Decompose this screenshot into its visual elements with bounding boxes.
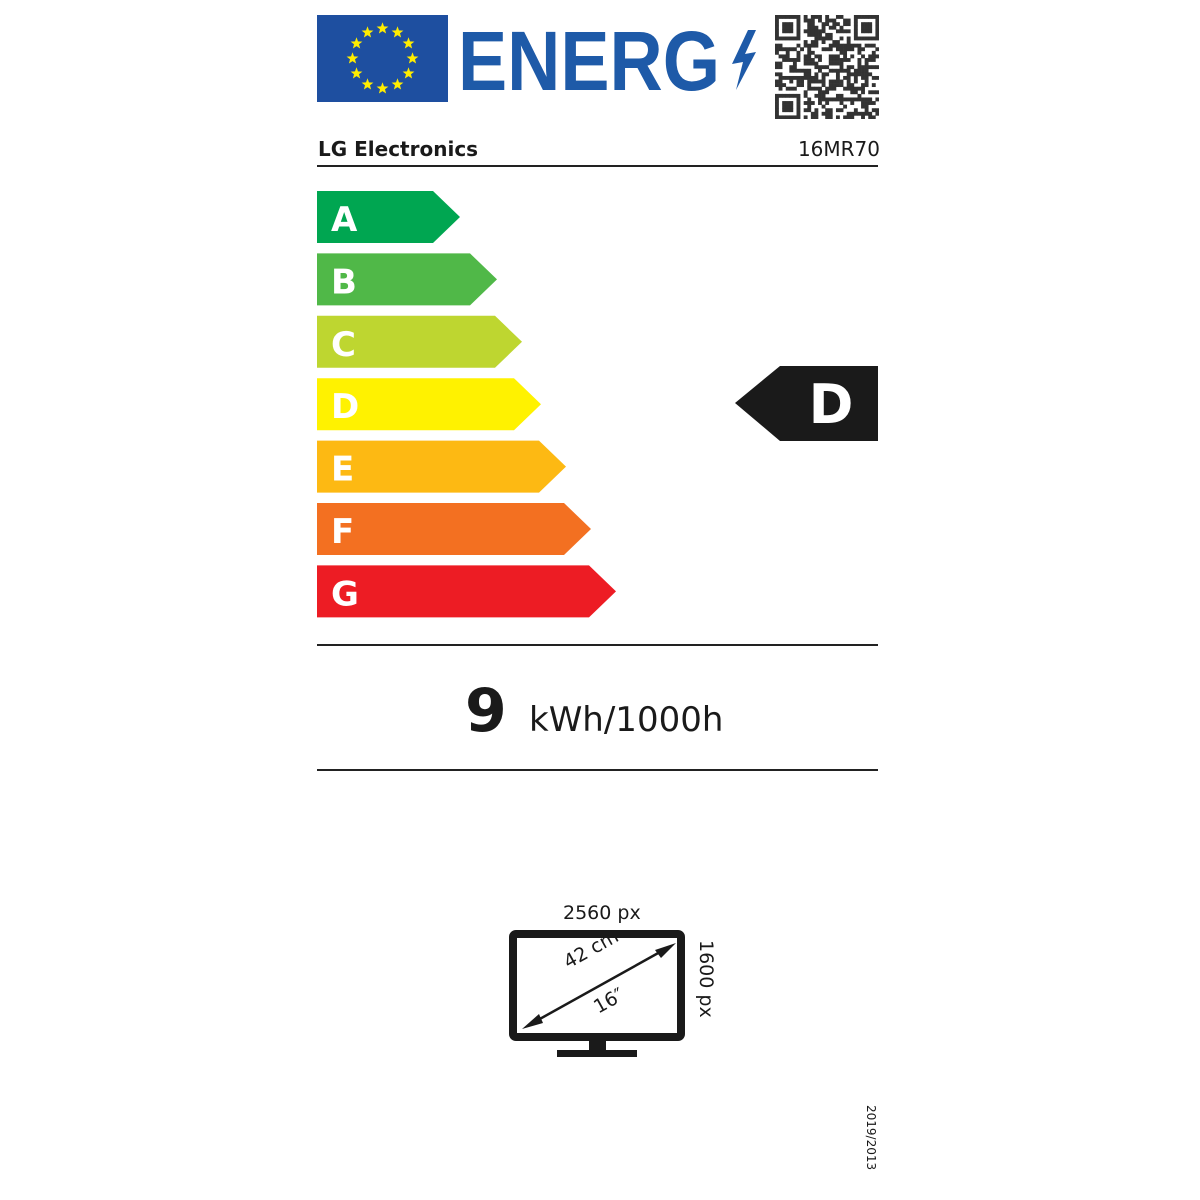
screen-height-px: 1600 px	[695, 940, 717, 1018]
consumption-value: 9	[465, 676, 507, 746]
energy-class-D: D	[317, 378, 541, 431]
energy-class-letter: A	[331, 200, 358, 240]
energy-class-A: A	[317, 191, 460, 243]
star-icon	[376, 82, 389, 94]
energy-class-bar	[317, 191, 460, 243]
rating-indicator: D	[735, 366, 878, 441]
star-icon	[361, 78, 374, 90]
energy-class-letter: B	[331, 262, 357, 302]
energy-class-C: C	[317, 315, 522, 368]
monitor-icon	[509, 930, 685, 1057]
energy-class-letter: D	[331, 387, 359, 427]
energy-class-letter: E	[331, 450, 354, 490]
star-icon	[402, 67, 415, 79]
star-icon	[350, 37, 363, 49]
energy-class-bar	[317, 440, 566, 493]
star-icon	[376, 22, 389, 34]
eu-flag-logo	[317, 15, 448, 102]
energy-class-E: E	[317, 440, 566, 493]
star-icon	[391, 26, 404, 38]
divider	[317, 769, 878, 771]
star-icon	[361, 26, 374, 38]
screen-width-px: 2560 px	[563, 902, 641, 924]
divider	[317, 644, 878, 646]
regulation-number: 2019/2013	[864, 1105, 878, 1171]
supplier-name: LG Electronics	[318, 137, 479, 161]
energy-class-letter: F	[331, 512, 354, 552]
energy-class-bar	[317, 315, 522, 368]
lightning-icon	[732, 30, 756, 90]
energy-class-letter: C	[331, 325, 356, 365]
arrow-head-icon	[522, 1014, 543, 1029]
energy-class-F: F	[317, 503, 591, 555]
energy-class-bar	[317, 253, 497, 306]
star-icon	[346, 52, 359, 64]
star-icon	[350, 67, 363, 79]
arrow-head-icon	[655, 943, 676, 958]
energy-logo-text: ENERG	[458, 20, 720, 100]
energy-class-B: B	[317, 253, 497, 306]
qr-code[interactable]	[775, 15, 879, 119]
energy-class-G: G	[317, 565, 616, 618]
energy-class-bar	[317, 503, 591, 555]
consumption-unit: kWh/1000h	[529, 700, 724, 740]
energy-logo: ENERG	[458, 20, 756, 100]
energy-class-bar	[317, 565, 616, 618]
divider	[317, 165, 878, 167]
star-icon	[402, 37, 415, 49]
energy-class-bar	[317, 378, 541, 431]
star-icon	[406, 52, 419, 64]
model-identifier: 16MR70	[797, 137, 880, 161]
rating-letter: D	[809, 373, 854, 436]
star-icon	[391, 78, 404, 90]
energy-class-letter: G	[331, 574, 359, 614]
